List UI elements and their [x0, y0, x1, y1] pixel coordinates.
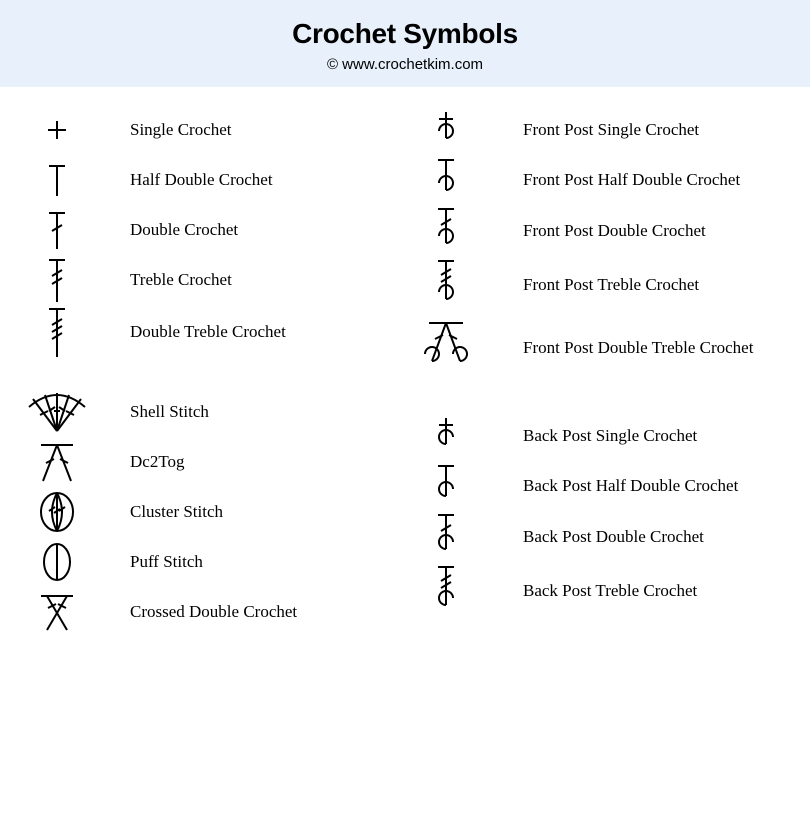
label: Double Treble Crochet	[92, 322, 286, 342]
row-shell-stitch: Shell Stitch	[22, 387, 411, 437]
group-gap	[411, 383, 800, 411]
fp-double-treble-crochet-icon	[411, 317, 481, 379]
dc2tog-icon	[22, 439, 92, 485]
bp-half-double-crochet-icon	[411, 462, 481, 510]
right-column: Front Post Single Crochet Front Post Hal…	[411, 105, 800, 637]
left-column: Single Crochet Half Double Crochet Doubl…	[10, 105, 411, 637]
treble-crochet-icon	[22, 256, 92, 304]
row-fp-treble-crochet: Front Post Treble Crochet	[411, 257, 800, 313]
label: Front Post Half Double Crochet	[481, 170, 740, 190]
crossed-double-crochet-icon	[22, 590, 92, 634]
copyright: © www.crochetkim.com	[0, 56, 810, 73]
row-bp-half-double-crochet: Back Post Half Double Crochet	[411, 461, 800, 511]
fp-treble-crochet-icon	[411, 257, 481, 313]
label: Front Post Single Crochet	[481, 120, 699, 140]
symbol-chart: Single Crochet Half Double Crochet Doubl…	[0, 87, 810, 637]
cluster-stitch-icon	[22, 489, 92, 535]
bp-treble-crochet-icon	[411, 563, 481, 619]
row-bp-double-crochet: Back Post Double Crochet	[411, 511, 800, 563]
label: Treble Crochet	[92, 270, 232, 290]
row-crossed-double-crochet: Crossed Double Crochet	[22, 587, 411, 637]
row-cluster-stitch: Cluster Stitch	[22, 487, 411, 537]
double-crochet-icon	[22, 209, 92, 251]
row-bp-single-crochet: Back Post Single Crochet	[411, 411, 800, 461]
row-half-double-crochet: Half Double Crochet	[22, 155, 411, 205]
header: Crochet Symbols © www.crochetkim.com	[0, 0, 810, 87]
label: Half Double Crochet	[92, 170, 273, 190]
label: Front Post Treble Crochet	[481, 275, 699, 295]
shell-stitch-icon	[22, 389, 92, 435]
group-gap	[22, 359, 411, 387]
row-single-crochet: Single Crochet	[22, 105, 411, 155]
label: Front Post Double Crochet	[481, 221, 706, 241]
fp-half-double-crochet-icon	[411, 156, 481, 204]
label: Back Post Half Double Crochet	[481, 476, 738, 496]
row-fp-double-treble-crochet: Front Post Double Treble Crochet	[411, 313, 800, 383]
label: Crossed Double Crochet	[92, 602, 297, 622]
label: Back Post Single Crochet	[481, 426, 697, 446]
label: Single Crochet	[92, 120, 232, 140]
row-puff-stitch: Puff Stitch	[22, 537, 411, 587]
label: Dc2Tog	[92, 452, 185, 472]
label: Double Crochet	[92, 220, 238, 240]
row-fp-double-crochet: Front Post Double Crochet	[411, 205, 800, 257]
double-treble-crochet-icon	[22, 305, 92, 359]
label: Cluster Stitch	[92, 502, 223, 522]
bp-single-crochet-icon	[411, 416, 481, 456]
single-crochet-icon	[22, 118, 92, 142]
fp-double-crochet-icon	[411, 205, 481, 257]
label: Shell Stitch	[92, 402, 209, 422]
label: Back Post Double Crochet	[481, 527, 704, 547]
row-treble-crochet: Treble Crochet	[22, 255, 411, 305]
label: Puff Stitch	[92, 552, 203, 572]
row-double-crochet: Double Crochet	[22, 205, 411, 255]
row-double-treble-crochet: Double Treble Crochet	[22, 305, 411, 359]
label: Front Post Double Treble Crochet	[481, 338, 753, 358]
fp-single-crochet-icon	[411, 110, 481, 150]
puff-stitch-icon	[22, 540, 92, 584]
label: Back Post Treble Crochet	[481, 581, 697, 601]
half-double-crochet-icon	[22, 162, 92, 198]
page-title: Crochet Symbols	[0, 18, 810, 50]
row-fp-single-crochet: Front Post Single Crochet	[411, 105, 800, 155]
row-dc2tog: Dc2Tog	[22, 437, 411, 487]
bp-double-crochet-icon	[411, 511, 481, 563]
row-fp-half-double-crochet: Front Post Half Double Crochet	[411, 155, 800, 205]
row-bp-treble-crochet: Back Post Treble Crochet	[411, 563, 800, 619]
